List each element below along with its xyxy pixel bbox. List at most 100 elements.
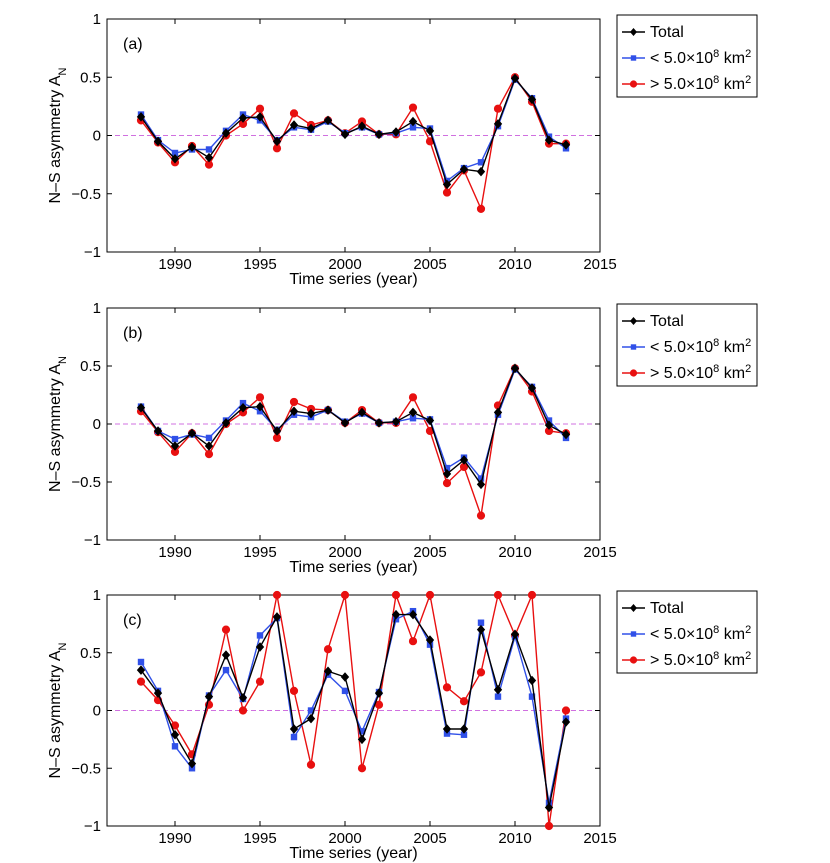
- legend-label-small: < 5.0×108 km2: [650, 337, 751, 356]
- legend-marker-total: [630, 28, 637, 36]
- legend-marker-small: [630, 344, 637, 350]
- legend-label-small: < 5.0×108 km2: [650, 48, 751, 67]
- data-point-total: [187, 428, 197, 439]
- legend-unit: km: [719, 339, 745, 356]
- data-point-large: [493, 590, 503, 600]
- legend-marker-large: [629, 80, 638, 88]
- data-point-total: [527, 94, 537, 105]
- data-point-total: [204, 152, 214, 163]
- data-point-large: [306, 760, 316, 769]
- data-point-total: [221, 418, 231, 428]
- data-point-large: [476, 511, 486, 520]
- y-tick-label: 1: [93, 300, 101, 317]
- data-point-small: [171, 435, 179, 443]
- data-point-total: [340, 672, 350, 682]
- y-tick-label: 1: [93, 11, 101, 28]
- legend-label-small: < 5.0×108 km2: [650, 624, 751, 643]
- data-point-large: [289, 397, 299, 407]
- y-tick-label: −1: [84, 818, 101, 835]
- data-point-total: [340, 418, 350, 428]
- x-tick-label: 1995: [243, 256, 276, 273]
- x-axis-label: Time series (year): [289, 271, 417, 288]
- x-tick-label: 2010: [498, 544, 531, 561]
- data-point-total: [306, 408, 316, 419]
- data-point-total: [459, 455, 469, 465]
- legend-marker-total: [630, 317, 637, 325]
- x-tick-label: 2015: [583, 830, 616, 847]
- data-point-total: [442, 724, 452, 734]
- x-tick-label: 1990: [158, 256, 191, 273]
- data-point-small: [494, 693, 502, 700]
- data-point-total: [544, 135, 554, 145]
- y-axis-label-subscript: N: [57, 642, 69, 650]
- x-tick-label: 2005: [413, 544, 446, 561]
- data-point-total: [153, 426, 163, 436]
- y-axis-label: N–S asymmetry AN: [47, 356, 69, 492]
- data-point-total: [187, 142, 197, 152]
- legend-unit-exponent: 2: [745, 363, 751, 375]
- x-tick-label: 2015: [583, 544, 616, 561]
- data-point-total: [527, 675, 537, 686]
- data-point-total: [357, 407, 367, 418]
- data-point-total: [493, 684, 503, 695]
- data-point-total: [272, 426, 282, 436]
- legend: Total < 5.0×108 km2 > 5.0×108 km2: [616, 590, 758, 674]
- y-axis-label-subscript: N: [57, 67, 69, 75]
- legend-marker-large: [629, 369, 638, 377]
- data-point-total: [136, 112, 146, 122]
- data-point-total: [153, 136, 163, 147]
- data-point-total: [306, 713, 316, 724]
- legend-exponent: 8: [713, 48, 719, 60]
- data-point-total: [510, 629, 520, 640]
- x-tick-label: 2000: [328, 256, 361, 273]
- x-tick-label: 2005: [413, 256, 446, 273]
- data-point-total: [272, 136, 282, 147]
- data-point-total: [170, 441, 180, 451]
- legend-marker-large: [629, 656, 638, 664]
- legend-label-total: Total: [650, 24, 684, 41]
- data-point-large: [476, 204, 486, 213]
- legend-marker-total: [630, 604, 637, 612]
- data-point-total: [136, 665, 146, 675]
- y-tick-label: 0.5: [80, 645, 101, 662]
- y-tick-label: −1: [84, 244, 101, 261]
- legend-label-large: > 5.0×108 km2: [650, 650, 751, 669]
- x-axis-label: Time series (year): [289, 559, 417, 576]
- y-axis-label: N–S asymmetry AN: [47, 67, 69, 203]
- data-point-total: [204, 441, 214, 451]
- data-point-total: [357, 121, 367, 131]
- panel-2: 1990 1995 2000 2005 2010 2015 −1 −0.5 0 0.5 1 Time …: [47, 587, 758, 862]
- legend-unit: km: [719, 50, 745, 67]
- data-point-large: [255, 677, 265, 686]
- y-tick-label: 0.5: [80, 69, 101, 86]
- legend: Total < 5.0×108 km2 > 5.0×108 km2: [616, 303, 758, 387]
- data-point-total: [391, 609, 401, 620]
- data-point-large: [323, 645, 333, 654]
- y-tick-label: −0.5: [71, 186, 101, 203]
- data-point-total: [408, 407, 418, 418]
- data-point-total: [170, 154, 180, 164]
- data-point-large: [408, 637, 418, 646]
- data-point-total: [255, 642, 265, 652]
- data-point-total: [476, 166, 486, 177]
- series-line-total: [140, 366, 567, 486]
- data-point-total: [323, 666, 333, 676]
- x-tick-label: 2010: [498, 256, 531, 273]
- data-point-total: [544, 802, 554, 813]
- legend-unit: km: [719, 76, 745, 93]
- data-point-small: [477, 619, 485, 626]
- data-point-large: [527, 590, 537, 600]
- y-tick-label: 1: [93, 587, 101, 604]
- data-point-large: [544, 821, 554, 831]
- legend-exponent: 8: [713, 337, 719, 349]
- data-point-total: [187, 758, 197, 769]
- data-point-total: [408, 609, 418, 620]
- x-tick-label: 1995: [243, 830, 276, 847]
- data-point-total: [459, 724, 469, 734]
- data-point-large: [289, 686, 299, 695]
- data-point-small: [477, 159, 485, 166]
- x-tick-label: 2005: [413, 830, 446, 847]
- data-point-small: [290, 733, 298, 741]
- data-point-large: [221, 625, 231, 634]
